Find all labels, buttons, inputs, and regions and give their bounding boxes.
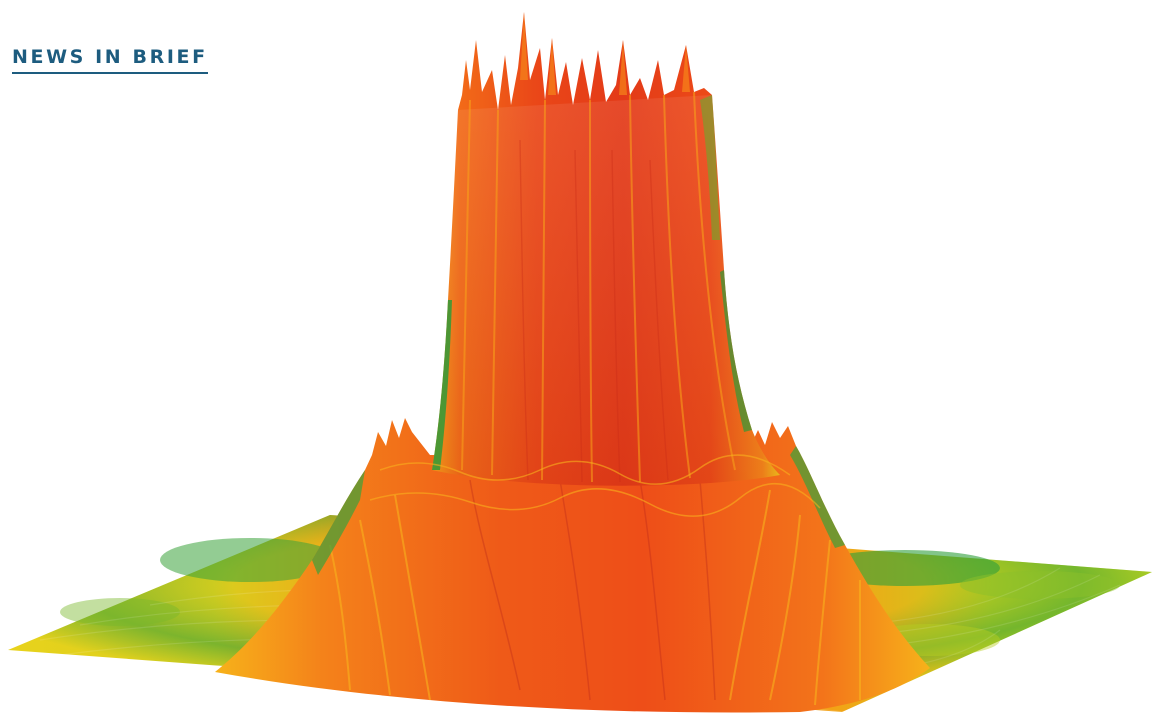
section-header: NEWS IN BRIEF — [12, 48, 208, 74]
section-label: NEWS IN BRIEF — [12, 48, 208, 74]
surface-base — [215, 418, 930, 713]
